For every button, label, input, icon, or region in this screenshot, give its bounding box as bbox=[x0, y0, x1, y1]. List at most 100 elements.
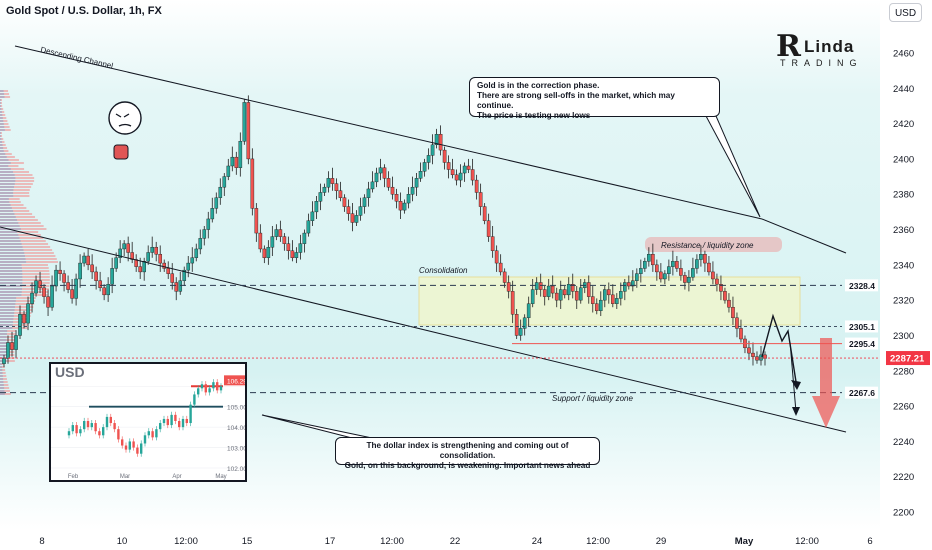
candle-body bbox=[434, 134, 439, 145]
candle-body bbox=[506, 282, 511, 292]
note-pointer-bottom bbox=[261, 414, 373, 439]
candle-body bbox=[26, 303, 30, 324]
candle-body bbox=[606, 289, 611, 296]
inset-candle-body bbox=[132, 441, 135, 448]
candle-body bbox=[430, 144, 435, 156]
inset-candle-body bbox=[162, 418, 166, 424]
volume-bar bbox=[0, 312, 15, 314]
candle-body bbox=[514, 314, 519, 336]
volume-bar bbox=[0, 132, 2, 134]
volume-bar bbox=[0, 186, 15, 188]
volume-bar bbox=[0, 90, 4, 92]
volume-bar bbox=[0, 204, 11, 206]
candle-body bbox=[366, 188, 371, 198]
candle-body bbox=[623, 282, 627, 292]
level-label-bg bbox=[845, 320, 878, 333]
volume-bar bbox=[0, 189, 14, 191]
time-tick-label: 24 bbox=[532, 536, 543, 547]
candle-body bbox=[142, 261, 146, 273]
volume-bar bbox=[0, 348, 7, 350]
candle-body bbox=[330, 178, 335, 184]
volume-bar bbox=[0, 315, 14, 317]
candle-body bbox=[6, 342, 10, 359]
candle-body bbox=[458, 172, 463, 181]
volume-bar bbox=[0, 138, 4, 140]
lines bbox=[0, 45, 880, 439]
price-tick-label: 2340 bbox=[893, 260, 914, 271]
candle-body bbox=[210, 208, 215, 220]
candle-body bbox=[550, 285, 555, 294]
candle-body bbox=[731, 307, 735, 319]
volume-bar bbox=[0, 114, 3, 116]
volume-bar bbox=[0, 234, 19, 236]
time-tick-label: 8 bbox=[39, 536, 44, 547]
volume-bar bbox=[0, 300, 16, 302]
volume-bar bbox=[0, 243, 49, 245]
candle-body bbox=[322, 186, 327, 193]
candle-body bbox=[106, 284, 110, 296]
volume-bar bbox=[0, 321, 29, 323]
candle-body bbox=[462, 165, 467, 174]
candle-body bbox=[663, 273, 667, 280]
volume-bar bbox=[0, 216, 36, 218]
candle-body bbox=[615, 298, 619, 304]
volume-bar bbox=[0, 306, 34, 308]
candle-body bbox=[54, 269, 58, 287]
volume-bar bbox=[0, 93, 5, 95]
volume-bar bbox=[0, 315, 31, 317]
candle-body bbox=[90, 264, 94, 273]
volume-bar bbox=[0, 168, 11, 170]
inset-candle-body bbox=[178, 421, 181, 428]
inset-candle-body bbox=[140, 443, 143, 454]
volume-bar bbox=[0, 369, 6, 371]
candle-body bbox=[34, 280, 38, 294]
price-tick-label: 2280 bbox=[893, 366, 914, 377]
volume-bar bbox=[0, 393, 11, 395]
inset-candle-body bbox=[204, 384, 207, 393]
volume-bar bbox=[0, 129, 5, 131]
time-axis[interactable]: 8 10 12:00 15 17 12:00 22 24 12:00 29 May 12:00 6 bbox=[0, 530, 932, 550]
candle-body bbox=[522, 317, 527, 329]
candle-body bbox=[290, 250, 295, 258]
volume-bar bbox=[0, 240, 46, 242]
candle-body bbox=[298, 243, 303, 253]
volume-bar bbox=[0, 369, 3, 371]
volume-bar bbox=[0, 207, 27, 209]
inset-candle-body bbox=[159, 423, 162, 430]
volume-bar bbox=[0, 300, 36, 302]
logo-word: Linda bbox=[804, 37, 855, 56]
volume-bar bbox=[0, 390, 10, 392]
candle-body bbox=[274, 229, 279, 237]
volume-bar bbox=[0, 342, 7, 344]
volume-bar bbox=[0, 126, 10, 128]
volume-bar bbox=[0, 216, 16, 218]
volume-bar bbox=[0, 135, 1, 137]
candle-body bbox=[659, 271, 663, 280]
candle-body bbox=[450, 169, 455, 176]
candle-body bbox=[534, 282, 539, 290]
volume-bar bbox=[0, 231, 18, 233]
candle-body bbox=[346, 206, 351, 214]
volume-bar bbox=[0, 219, 18, 221]
candle-body bbox=[478, 192, 483, 207]
candle-body bbox=[554, 292, 559, 301]
candle-body bbox=[414, 178, 419, 188]
candle-body bbox=[234, 156, 239, 168]
price-tick-label: 2400 bbox=[893, 154, 914, 165]
candle-body bbox=[570, 284, 575, 292]
emoji-hands bbox=[113, 144, 129, 160]
candle-body bbox=[70, 289, 74, 299]
candle-body bbox=[190, 257, 195, 264]
candle-body bbox=[170, 273, 175, 283]
volume-bar bbox=[0, 357, 7, 359]
volume-bar bbox=[0, 201, 21, 203]
candle-body bbox=[598, 299, 603, 311]
price-axis[interactable]: 2200 2220 2240 2260 2280 2300 2320 2340 2360 2380… bbox=[880, 0, 932, 550]
currency-button[interactable]: USD bbox=[889, 3, 922, 22]
volume-bar bbox=[0, 288, 22, 290]
volume-bar bbox=[0, 171, 29, 173]
volume-bar bbox=[0, 279, 23, 281]
volume-bar bbox=[0, 198, 20, 200]
level-label: 2267.6 bbox=[849, 388, 875, 398]
volume-bar bbox=[0, 285, 23, 287]
